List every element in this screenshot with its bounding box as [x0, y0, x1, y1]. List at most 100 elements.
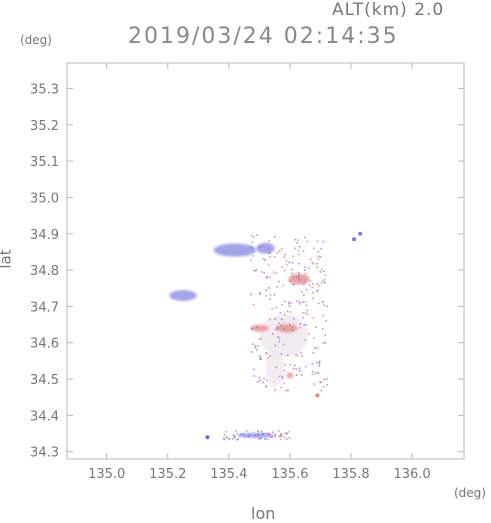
speckle [281, 266, 283, 268]
echo-blob-neutral [259, 313, 309, 358]
speckle [292, 276, 295, 278]
speckle [263, 377, 265, 380]
speckle [282, 284, 285, 287]
isolated-echo [315, 393, 320, 398]
speckle [299, 323, 301, 325]
speckle [280, 432, 282, 435]
speckle [268, 318, 271, 321]
speckle [299, 370, 301, 372]
speckle [311, 363, 314, 365]
speckle [312, 352, 315, 354]
speckle [258, 246, 260, 249]
speckle [269, 436, 272, 439]
speckle [256, 345, 259, 347]
lat-tick-label: 34.6 [30, 337, 59, 352]
speckle [267, 263, 270, 266]
speckle [291, 283, 294, 285]
speckle [234, 436, 236, 439]
lat-tick-label: 35.0 [30, 191, 59, 206]
speckle [301, 355, 303, 357]
speckle [266, 276, 268, 278]
speckle [233, 435, 236, 438]
speckle [257, 435, 260, 437]
speckle [272, 431, 274, 434]
speckle [305, 323, 308, 326]
speckle [287, 389, 290, 392]
speckle [281, 435, 283, 437]
speckle [223, 433, 226, 436]
speckle [311, 370, 314, 373]
speckle [295, 353, 297, 356]
speckle [297, 271, 300, 274]
speckle [323, 386, 326, 388]
speckle [251, 234, 253, 237]
speckle [274, 236, 276, 238]
speckle [237, 438, 239, 441]
speckle [279, 438, 282, 441]
speckle [280, 248, 283, 250]
speckle [285, 259, 288, 262]
speckle [259, 379, 262, 382]
speckle [297, 274, 300, 277]
speckle [325, 320, 328, 322]
lon-tick-label: 136.0 [393, 467, 430, 482]
speckle [268, 248, 270, 250]
lat-tick-label: 34.4 [30, 409, 59, 424]
speckle [304, 301, 307, 303]
speckle [312, 262, 315, 265]
speckle [236, 438, 238, 441]
speckle [279, 311, 282, 314]
speckle [291, 262, 294, 264]
speckle [223, 437, 225, 439]
speckle [311, 261, 314, 264]
echo-blob-negative [256, 242, 275, 254]
speckle [302, 312, 304, 314]
speckle [273, 256, 276, 258]
speckle [225, 430, 227, 433]
speckle [322, 280, 325, 283]
speckle [281, 375, 284, 378]
speckle [276, 252, 278, 254]
speckle [278, 250, 281, 252]
lat-ticks: 35.3 35.2 35.1 35.0 34.9 34.8 34.7 34.6 34.5 34.4… [30, 82, 464, 461]
speckle [291, 272, 293, 275]
speckle [256, 326, 258, 329]
speckle [286, 432, 288, 434]
speckle [312, 291, 314, 294]
speckle [254, 345, 256, 347]
speckle [253, 375, 256, 377]
speckle [247, 435, 250, 438]
lat-tick-label: 35.2 [30, 119, 59, 134]
speckle [296, 300, 298, 302]
speckle [256, 349, 258, 351]
speckle [303, 294, 305, 296]
speckle [318, 360, 321, 363]
altitude-label: ALT(km) 2.0 [332, 0, 445, 20]
speckle [259, 357, 262, 359]
speckle [265, 432, 268, 435]
speckle [317, 289, 319, 291]
speckle [275, 272, 277, 275]
speckle [318, 365, 320, 367]
speckle [239, 433, 242, 436]
speckle [304, 236, 306, 239]
speckle [298, 245, 301, 248]
speckle [287, 430, 290, 433]
speckle [324, 341, 327, 344]
speckle [318, 285, 320, 288]
speckle [281, 377, 284, 380]
speckle [268, 239, 271, 242]
speckle [281, 318, 283, 321]
speckle [320, 247, 322, 250]
speckle [293, 283, 295, 286]
speckle [283, 256, 286, 259]
speckle [260, 437, 262, 440]
speckle [326, 378, 328, 380]
speckle [264, 438, 266, 441]
speckle [236, 433, 239, 435]
speckle [300, 351, 302, 354]
speckle [259, 337, 261, 340]
speckle [258, 437, 261, 440]
speckle [251, 351, 253, 353]
speckle [291, 329, 294, 332]
